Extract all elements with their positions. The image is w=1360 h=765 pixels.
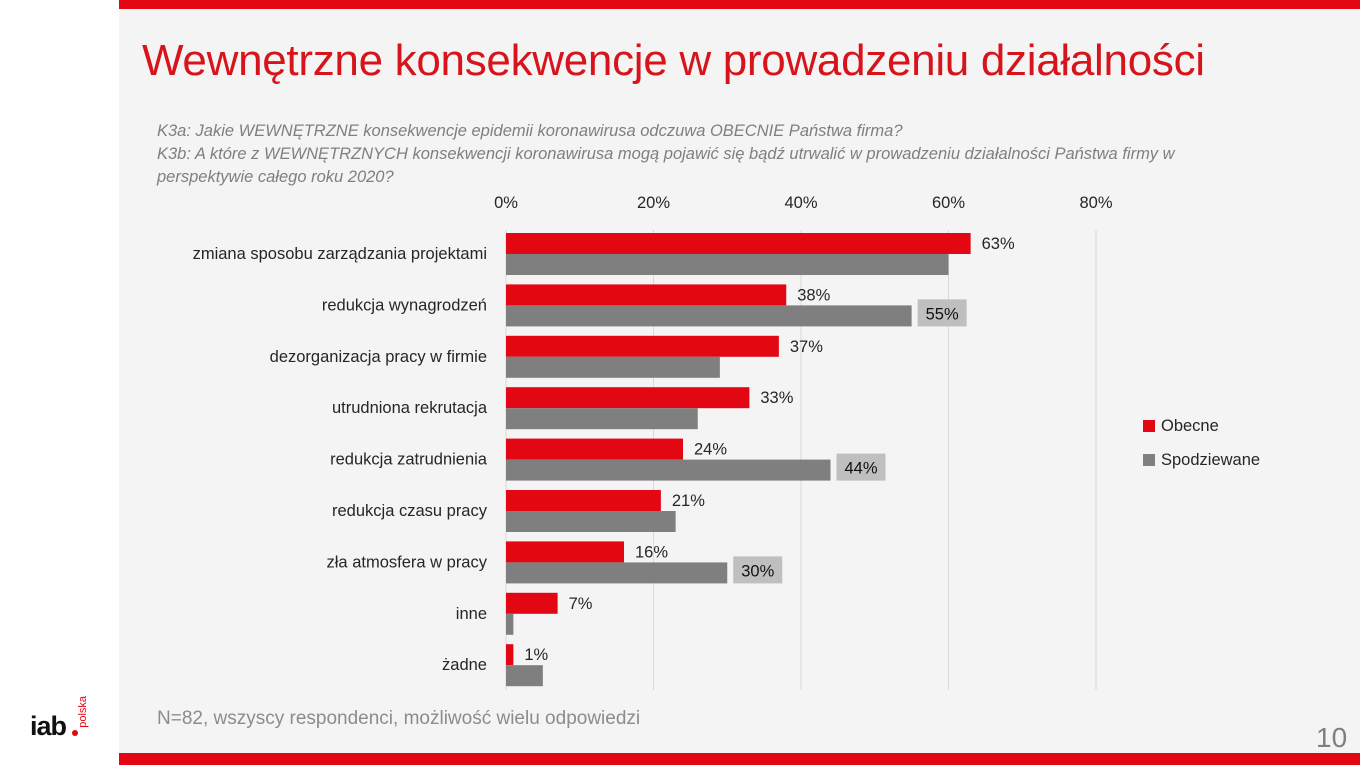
bar-obecne [506, 387, 750, 409]
legend-swatch-spodziewane [1143, 454, 1155, 466]
data-label-spodziewane: 55% [926, 305, 959, 323]
data-label-spodziewane: 30% [741, 562, 774, 580]
bar-spodziewane [506, 665, 543, 687]
category-label: zła atmosfera w pracy [327, 553, 488, 571]
bar-spodziewane [506, 356, 720, 378]
bar-spodziewane [506, 408, 698, 430]
x-tick-label: 20% [637, 194, 670, 212]
logo-subtext: polska [77, 696, 89, 728]
bar-spodziewane [506, 511, 676, 532]
x-tick-label: 0% [494, 194, 518, 212]
question-k3a: K3a: Jakie WEWNĘTRZNE konsekwencje epide… [157, 122, 903, 140]
category-label: inne [456, 605, 487, 623]
slide-title: Wewnętrzne konsekwencje w prowadzeniu dz… [142, 36, 1205, 85]
bar-spodziewane [506, 459, 831, 481]
data-label-box-spodziewane [733, 556, 783, 584]
data-label-obecne: 38% [797, 286, 830, 304]
slide-background [119, 0, 1360, 765]
data-label-obecne: 16% [635, 543, 668, 561]
bar-obecne [506, 284, 787, 306]
bar-obecne [506, 233, 971, 254]
question-k3b: K3b: A które z WEWNĘTRZNYCH konsekwencji… [157, 145, 1175, 186]
bottom-accent-bar [119, 753, 1360, 765]
legend-item-spodziewane: Spodziewane [1143, 450, 1260, 470]
bar-obecne [506, 335, 779, 357]
iab-polska-logo: iab polska [30, 694, 90, 746]
category-label: redukcja czasu pracy [332, 502, 488, 520]
data-label-obecne: 33% [760, 389, 793, 407]
category-label: żadne [442, 656, 487, 674]
data-label-obecne: 37% [790, 338, 823, 356]
bar-obecne [506, 541, 624, 563]
legend-item-obecne: Obecne [1143, 416, 1260, 436]
page-number: 10 [1316, 722, 1348, 753]
data-label-obecne: 7% [569, 595, 593, 613]
data-label-obecne: 21% [672, 492, 705, 510]
legend-label-spodziewane: Spodziewane [1161, 450, 1261, 469]
category-label: utrudniona rekrutacja [332, 399, 488, 417]
data-label-obecne: 63% [982, 235, 1015, 253]
category-label: redukcja zatrudnienia [330, 451, 488, 469]
bar-obecne [506, 592, 558, 614]
x-tick-label: 60% [932, 194, 965, 212]
sample-footnote: N=82, wszyscy respondenci, możliwość wie… [157, 708, 641, 729]
bar-spodziewane [506, 305, 912, 327]
bar-obecne [506, 644, 514, 666]
category-label: dezorganizacja pracy w firmie [270, 348, 487, 366]
chart-legend: Obecne Spodziewane [1143, 416, 1260, 484]
logo-dot [72, 730, 78, 736]
bar-obecne [506, 438, 683, 460]
data-label-spodziewane: 44% [844, 460, 877, 478]
x-tick-label: 80% [1079, 194, 1112, 212]
legend-swatch-obecne [1143, 420, 1155, 432]
data-label-obecne: 1% [524, 646, 548, 664]
category-label: zmiana sposobu zarządzania projektami [193, 245, 487, 263]
data-label-obecne: 24% [694, 441, 727, 459]
data-label-box-spodziewane [836, 453, 886, 481]
data-label-box-spodziewane [917, 299, 967, 327]
bar-spodziewane [506, 562, 728, 584]
x-tick-label: 40% [784, 194, 817, 212]
logo-wordmark: iab [30, 711, 67, 741]
category-label: redukcja wynagrodzeń [322, 296, 487, 314]
bar-obecne [506, 490, 661, 511]
bar-spodziewane [506, 613, 514, 635]
legend-label-obecne: Obecne [1161, 416, 1219, 435]
bar-spodziewane [506, 254, 949, 275]
top-accent-bar [119, 0, 1360, 9]
